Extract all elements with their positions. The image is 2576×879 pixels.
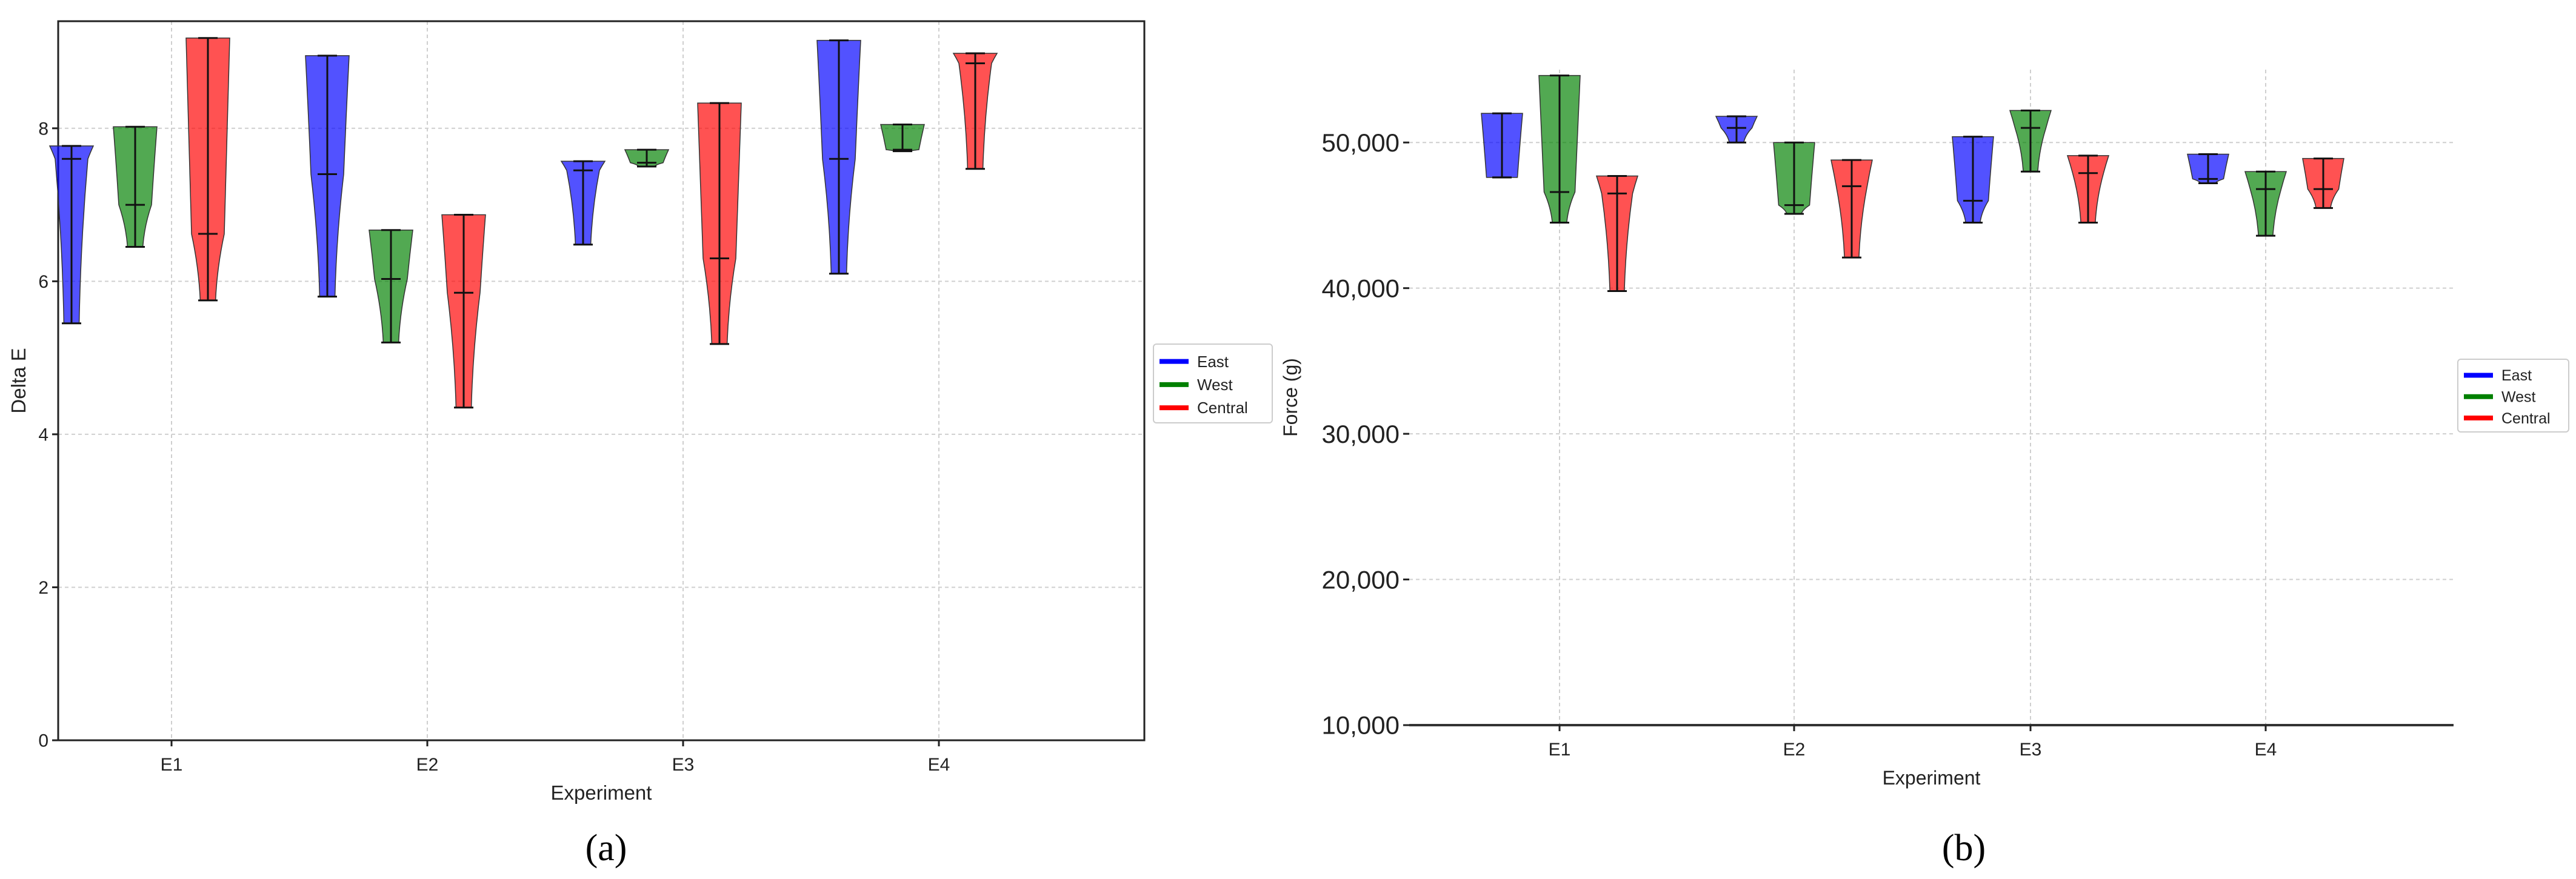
y-axis-label: Force (g) — [1280, 358, 1301, 437]
panel-b: 10,000 20,000 30,000 40,000 50,000 E1 E2 E3 E4 Ex… — [1280, 70, 2569, 869]
y-tick-label: 20,000 — [1322, 565, 1400, 594]
x-tick-label: E2 — [1783, 740, 1806, 760]
y-tick-label: 40,000 — [1322, 274, 1400, 302]
x-axis-label: Experiment — [551, 781, 652, 804]
y-tick-label: 6 — [38, 272, 48, 292]
y-tick-label: 0 — [38, 731, 48, 751]
y-tick-label: 4 — [38, 425, 48, 445]
x-tick-label: E1 — [1549, 740, 1571, 760]
y-tick-label: 2 — [38, 578, 48, 598]
x-tick-label: E3 — [2020, 740, 2042, 760]
x-tick-label: E1 — [161, 755, 183, 775]
legend-label: East — [1197, 353, 1229, 371]
x-tick-label: E4 — [2255, 740, 2277, 760]
y-tick-label: 30,000 — [1322, 420, 1400, 448]
y-tick-label: 10,000 — [1322, 711, 1400, 740]
legend-label: Central — [2501, 410, 2551, 427]
plot-frame — [57, 20, 1146, 741]
y-tick-label: 50,000 — [1322, 128, 1400, 157]
panel-caption: (a) — [586, 828, 627, 869]
x-tick-label: E2 — [416, 755, 439, 775]
y-axis-label: Delta E — [7, 348, 30, 413]
panel-a: 0 2 4 6 8 E1 E2 E3 E4 Experiment Delta E East West Ce… — [7, 20, 1273, 869]
x-tick-label: E3 — [672, 755, 695, 775]
legend-label: West — [2501, 389, 2536, 406]
y-tick-label: 8 — [38, 119, 48, 139]
legend-label: East — [2501, 367, 2532, 384]
x-axis-label: Experiment — [1883, 767, 1981, 789]
legend-label: West — [1197, 376, 1233, 394]
x-tick-label: E4 — [928, 755, 950, 775]
legend-label: Central — [1197, 399, 1248, 417]
panel-caption: (b) — [1942, 828, 1986, 869]
